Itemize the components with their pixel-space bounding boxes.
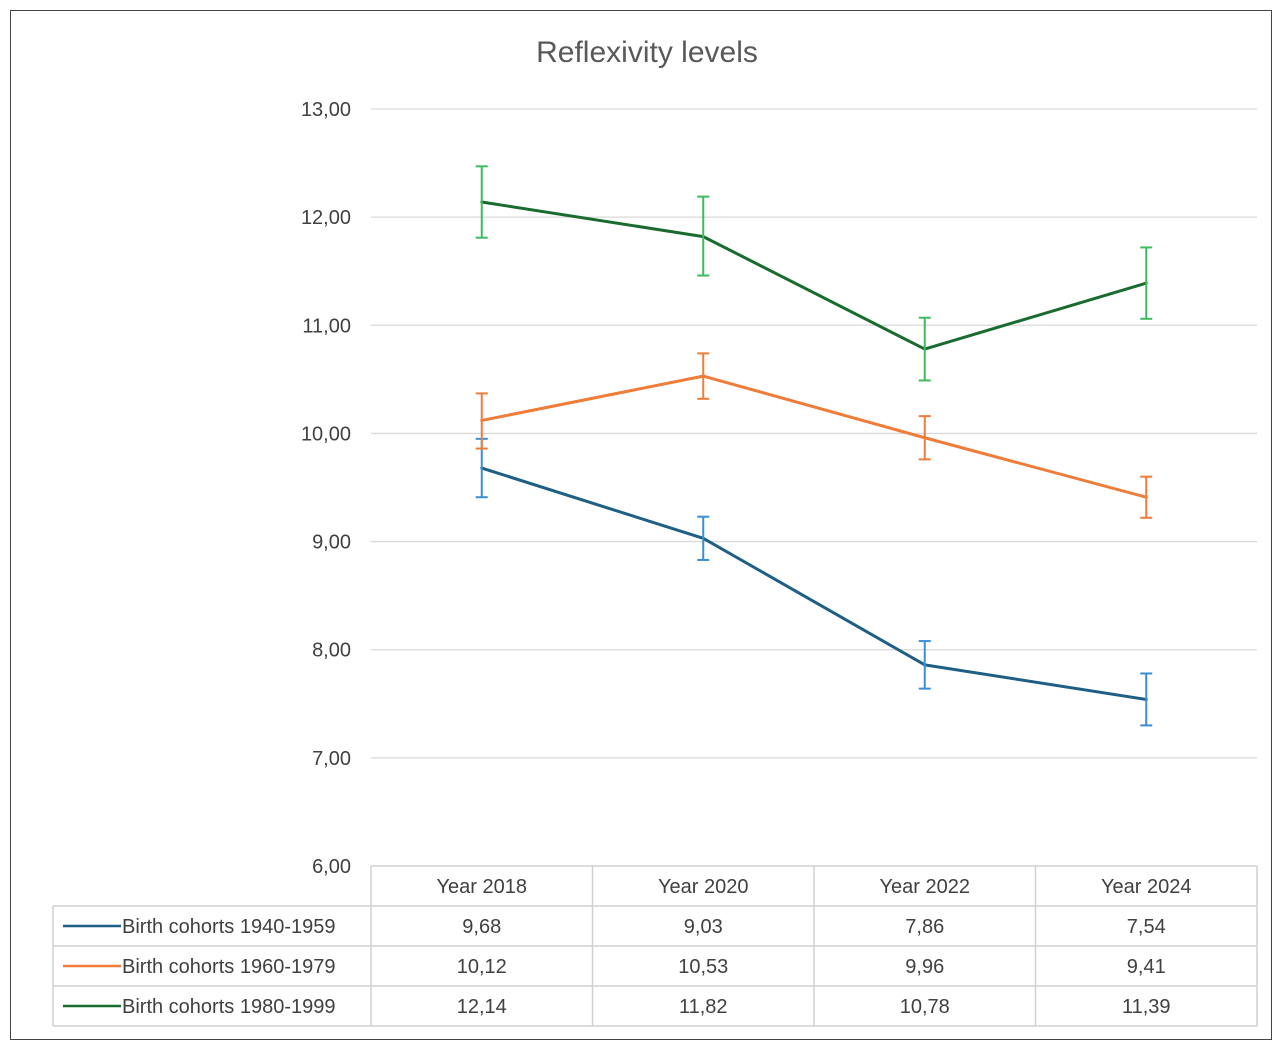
table-value-cell: 7,54: [1127, 916, 1166, 938]
chart-title: Reflexivity levels: [536, 36, 758, 69]
x-category-label: Year 2018: [437, 876, 527, 898]
error-bar: [1140, 475, 1153, 519]
error-bars: [475, 165, 1153, 727]
error-bar: [918, 415, 931, 461]
y-tick-label: 7,00: [312, 748, 351, 770]
x-category-label: Year 2022: [880, 876, 970, 898]
table-value-cell: 10,53: [678, 956, 728, 978]
x-category-label: Year 2020: [658, 876, 748, 898]
table-value-cell: 12,14: [457, 996, 507, 1018]
error-bar: [697, 195, 710, 277]
error-bar: [475, 392, 488, 450]
error-bar: [918, 316, 931, 382]
y-tick-label: 9,00: [312, 532, 351, 554]
reflexivity-line-chart: Reflexivity levels 6,00 7,00 8,00 9,00 10,00…: [52, 36, 1258, 1027]
y-tick-label: 10,00: [301, 423, 351, 445]
y-axis-tick-labels: 6,00 7,00 8,00 9,00 10,00 11,00 12,00 13,00: [301, 99, 351, 878]
table-value-cell: 10,78: [900, 996, 950, 1018]
y-tick-label: 13,00: [301, 99, 351, 121]
series-line: [480, 466, 1148, 701]
table-value-cell: 10,12: [457, 956, 507, 978]
error-bar: [1140, 672, 1153, 727]
y-tick-label: 12,00: [301, 207, 351, 229]
y-tick-label: 11,00: [302, 315, 351, 337]
table-value-cell: 7,86: [905, 916, 944, 938]
table-value-cell: 9,41: [1127, 956, 1166, 978]
chart-frame: Reflexivity levels 6,00 7,00 8,00 9,00 10,00…: [10, 10, 1272, 1040]
table-value-cell: 9,03: [684, 916, 723, 938]
y-tick-label: 6,00: [312, 856, 351, 878]
table-value-cell: 11,82: [679, 996, 728, 1018]
series-name-label: Birth cohorts 1940-1959: [122, 916, 335, 938]
table-value-cell: 9,68: [462, 916, 501, 938]
error-bar: [1140, 246, 1153, 320]
x-category-label: Year 2024: [1101, 876, 1191, 898]
error-bar: [918, 640, 931, 690]
table-value-cell: 11,39: [1122, 996, 1171, 1018]
error-bar: [697, 515, 710, 561]
error-bar: [697, 352, 710, 400]
gridlines: [371, 108, 1257, 759]
data-table: Year 2018 Year 2020 Year 2022 Year 2024 Birt…: [52, 865, 1258, 1027]
series-line: [480, 200, 1148, 351]
table-value-cell: 9,96: [905, 956, 944, 978]
error-bar: [475, 165, 488, 239]
series-name-label: Birth cohorts 1980-1999: [122, 996, 335, 1018]
y-tick-label: 8,00: [312, 640, 351, 662]
series-line: [480, 374, 1148, 499]
series-lines: [480, 200, 1148, 701]
series-name-label: Birth cohorts 1960-1979: [122, 956, 335, 978]
